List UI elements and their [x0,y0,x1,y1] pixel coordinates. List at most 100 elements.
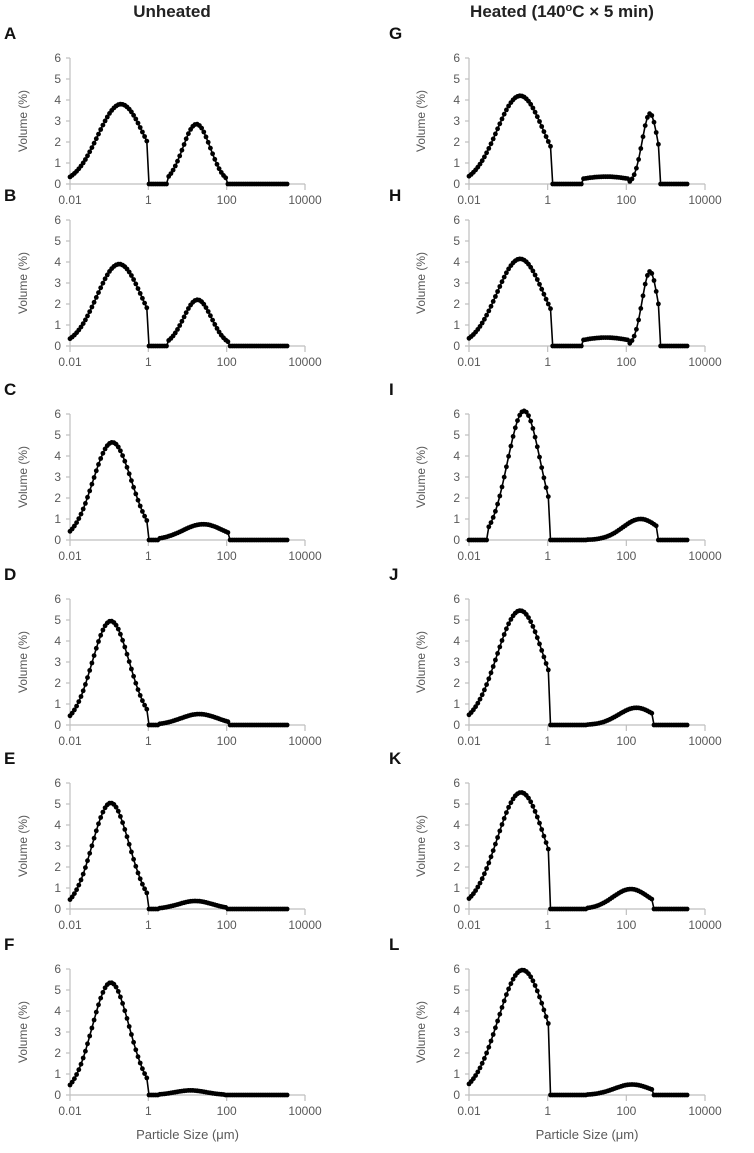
data-point [477,324,483,329]
data-point [100,627,106,633]
data-point [506,804,511,810]
data-point [76,516,82,521]
series-line [468,791,688,910]
data-point [210,151,216,157]
x-tick-label: 1 [544,918,551,932]
data-point [504,270,509,276]
data-point [649,113,655,118]
x-tick-label: 1 [544,193,551,207]
y-axis-label: Volume (%) [414,1001,428,1063]
data-point [83,865,88,870]
x-tick-label: 100 [217,734,237,748]
data-point [118,448,123,454]
data-point [83,501,88,506]
data-point [484,866,489,871]
data-point [499,822,505,827]
data-point [144,706,150,712]
data-point [91,299,97,305]
data-point [493,841,498,847]
y-tick-label: 0 [54,718,61,732]
data-point [118,994,123,1000]
data-point [541,833,547,839]
series-line [69,263,288,347]
data-point [508,443,514,449]
data-point [510,976,516,982]
data-point [122,827,128,832]
data-point [638,146,644,151]
series-line [468,609,688,726]
x-tick-label: 100 [616,549,636,563]
data-point [72,891,77,896]
column-title-heated: Heated (140oC × 5 min) [470,2,654,21]
data-point [133,680,139,686]
data-point [545,846,551,852]
data-point [183,310,189,315]
data-point [530,978,536,984]
data-point [532,983,538,988]
data-point [133,281,139,287]
data-point [482,1056,487,1061]
y-tick-label: 5 [54,613,61,627]
x-tick-label: 0.01 [58,355,82,369]
x-tick-label: 10000 [688,734,722,748]
data-point [91,1017,97,1023]
data-point [534,444,540,450]
data-point [225,339,231,345]
data-point [645,115,650,120]
y-tick-label: 4 [453,255,460,269]
data-point [140,881,145,887]
data-point [543,1014,549,1020]
series-line [468,969,688,1096]
data-point [104,272,110,278]
data-point [214,161,220,167]
data-point [83,682,88,687]
data-point [488,520,494,525]
data-point [129,273,134,278]
data-point [495,1018,500,1024]
data-point [495,126,500,132]
data-point [93,136,99,142]
x-tick-label: 1 [145,193,152,207]
data-point [89,481,95,487]
data-point [534,814,540,820]
data-point [284,181,290,187]
data-point [93,645,99,651]
y-tick-label: 1 [453,318,460,332]
data-point [85,313,90,319]
y-axis-label: Volume (%) [16,252,30,314]
x-axis-label: Particle Size (μm) [136,1127,239,1142]
data-point [499,116,505,122]
series-line [69,103,288,185]
x-tick-label: 100 [217,549,237,563]
data-point [534,277,540,282]
data-point [479,320,485,326]
data-point [76,699,82,704]
data-point [212,322,218,327]
data-point [508,617,514,622]
data-point [80,871,86,877]
data-point [85,675,90,680]
y-tick-label: 6 [54,776,61,790]
data-point [634,165,639,171]
data-point [653,523,659,529]
y-tick-label: 1 [54,318,61,332]
data-point [85,1041,90,1047]
data-point [526,795,531,801]
x-tick-label: 10000 [288,1104,322,1118]
x-tick-label: 100 [616,734,636,748]
y-tick-label: 5 [54,234,61,248]
y-tick-label: 3 [453,114,460,128]
data-point [80,688,86,694]
data-point [142,513,148,519]
panel-letter-A: A [4,24,16,43]
panel-G: G 0 1 2 3 4 5 6 0.01 1 100 10000 Volume (%) [389,24,722,207]
data-point [80,321,86,326]
data-point [545,301,551,307]
data-point [85,494,90,500]
y-axis-label: Volume (%) [16,446,30,508]
data-point [78,324,84,330]
data-point [506,986,511,992]
data-point [210,317,216,323]
data-point [526,413,531,418]
